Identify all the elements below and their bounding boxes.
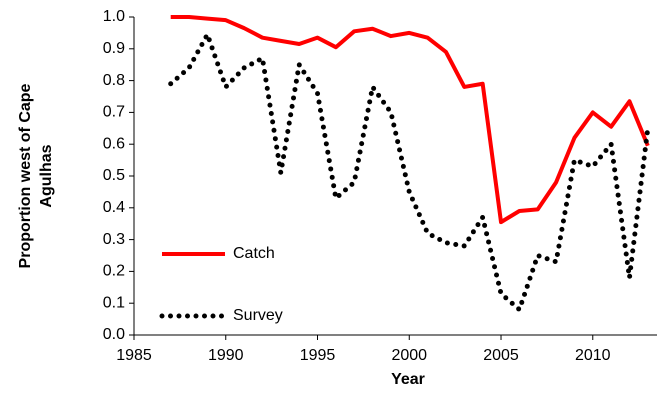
y-tick-label: 0.8 xyxy=(103,72,125,89)
y-tick-label: 0.3 xyxy=(103,231,125,248)
y-tick-label: 0.2 xyxy=(103,263,125,280)
y-tick-label: 0.7 xyxy=(103,104,125,121)
y-tick-label: 1.0 xyxy=(103,8,125,25)
series-line xyxy=(170,15,650,225)
legend-label: Survey xyxy=(233,307,283,324)
y-tick-label: 0.9 xyxy=(103,40,125,57)
x-tick-label: 1985 xyxy=(116,347,152,364)
y-tick-label: 0.0 xyxy=(103,326,125,343)
y-tick-label: 0.5 xyxy=(103,167,125,184)
y-axis-label: Proportion west of Cape Agulhas xyxy=(17,83,55,269)
x-tick-label: 2000 xyxy=(391,347,427,364)
y-tick-label: 0.4 xyxy=(103,199,125,216)
legend-label: Catch xyxy=(233,245,275,262)
x-axis-label: Year xyxy=(391,371,425,388)
x-tick-label: 2005 xyxy=(483,347,519,364)
x-tick-label: 2010 xyxy=(575,347,611,364)
y-tick-label: 0.1 xyxy=(103,294,125,311)
series-line xyxy=(168,28,651,314)
x-tick-label: 1990 xyxy=(208,347,244,364)
y-tick-label: 0.6 xyxy=(103,135,125,152)
x-tick-label: 1995 xyxy=(300,347,336,364)
